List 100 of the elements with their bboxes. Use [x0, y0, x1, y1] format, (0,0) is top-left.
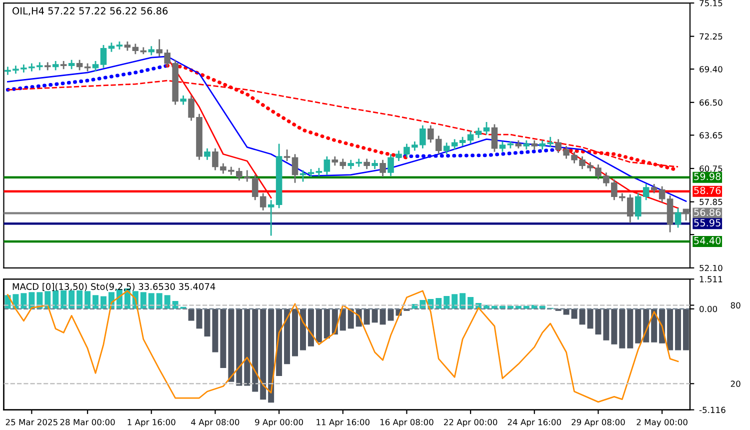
bar: [188, 308, 194, 321]
ref-line-label: 59.98: [694, 172, 721, 180]
y2-tick-label: 80: [730, 302, 740, 308]
candlestick: [531, 140, 538, 150]
ref-line-label: 56.86: [694, 208, 721, 216]
candlestick: [650, 183, 658, 194]
candlestick: [380, 159, 386, 178]
bar: [92, 295, 99, 309]
candlestick: [467, 130, 474, 144]
bar: [244, 308, 250, 386]
x-tick-label: 16 Apr 08:00: [380, 418, 434, 427]
bar: [164, 295, 170, 309]
bar: [563, 308, 570, 315]
bar: [603, 308, 610, 340]
bar: [284, 308, 290, 364]
bar: [667, 308, 674, 350]
candlestick: [324, 156, 330, 176]
candlestick: [100, 44, 107, 69]
bar: [20, 293, 27, 309]
y2-tick-label: 20: [730, 380, 740, 387]
bar: [148, 293, 154, 309]
bar: [316, 308, 322, 342]
chart-title: OIL,H4 57.22 57.22 56.22 56.86: [12, 7, 168, 16]
y-tick-label: 72.25: [700, 33, 722, 40]
candlestick: [124, 40, 131, 52]
x-tick-label: 24 Apr 16:00: [508, 418, 562, 427]
bar: [52, 290, 59, 309]
candlestick: [260, 192, 266, 212]
x-tick-label: 9 Apr 00:00: [255, 418, 304, 427]
candlestick: [491, 124, 498, 153]
bar: [452, 294, 458, 309]
bar: [212, 308, 218, 352]
y-tick-label: 0.00: [700, 306, 718, 312]
candlestick: [682, 208, 690, 222]
bar: [324, 308, 330, 338]
candlestick: [658, 186, 666, 204]
candlestick: [674, 207, 682, 228]
candlestick: [372, 159, 378, 170]
bar: [236, 308, 242, 386]
bar: [340, 308, 346, 331]
bar: [84, 291, 91, 309]
bar: [260, 308, 266, 400]
bar: [579, 308, 586, 325]
bar: [635, 308, 642, 344]
bar: [268, 308, 274, 403]
candlestick: [148, 45, 155, 56]
bar: [372, 308, 378, 323]
line-series: [6, 64, 170, 92]
x-tick-label: 11 Apr 16:00: [316, 418, 370, 427]
bar: [460, 293, 466, 309]
y-tick-label: 63.65: [700, 132, 722, 138]
candlestick: [92, 60, 99, 72]
y-tick-label: 1.511: [700, 276, 722, 282]
ref-line-label: 58.76: [694, 186, 721, 194]
ref-line-label: 55.95: [694, 219, 720, 226]
candlestick: [459, 136, 466, 147]
bar: [348, 308, 354, 329]
bar: [228, 308, 234, 382]
bar: [308, 308, 314, 346]
candlestick: [68, 59, 75, 70]
candlestick: [268, 199, 274, 236]
bar: [276, 308, 282, 376]
bar: [627, 308, 634, 348]
annotation: MACD [0](13,50) Sto(9,2,5) 33.6530 35.4074: [12, 282, 216, 292]
bar: [76, 290, 83, 309]
candlestick: [364, 158, 370, 170]
y-tick-label: 75.15: [700, 0, 722, 6]
candlestick: [132, 43, 139, 55]
candlestick: [284, 148, 290, 162]
candlestick: [180, 94, 186, 106]
candlestick: [499, 140, 506, 153]
x-tick-label: 28 Mar 00:00: [60, 418, 115, 426]
y-tick-label: 60.75: [700, 165, 722, 172]
bar: [60, 290, 67, 309]
candlestick: [52, 60, 59, 71]
line-series: [7, 290, 679, 403]
x-tick-label: 29 Apr 08:00: [572, 418, 625, 427]
bar: [156, 293, 162, 309]
bar: [204, 308, 210, 336]
bar: [619, 308, 626, 348]
bar: [252, 308, 258, 392]
x-tick-label: 1 Apr 16:00: [128, 418, 176, 427]
bar: [300, 308, 306, 350]
x-tick-label: 25 Mar 2025: [6, 418, 58, 426]
bar: [388, 308, 394, 321]
bar: [364, 308, 370, 325]
bar: [140, 292, 146, 309]
ref-line-label: 54.40: [694, 236, 721, 244]
candlestick: [76, 59, 83, 71]
candlestick: [523, 140, 530, 150]
y-tick-label: -5.116: [699, 406, 726, 414]
bar: [380, 308, 386, 325]
bar: [292, 308, 298, 356]
candlestick: [475, 127, 482, 139]
y-tick-label: 66.50: [700, 99, 722, 106]
bar: [611, 308, 618, 344]
bar: [68, 290, 75, 309]
bar: [675, 308, 682, 350]
x-tick-label: 22 Apr 00:00: [444, 418, 498, 427]
x-tick-label: 2 May 00:00: [636, 418, 688, 427]
